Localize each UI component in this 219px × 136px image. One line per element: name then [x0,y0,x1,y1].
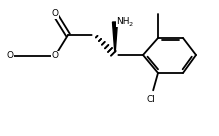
Text: NH: NH [116,18,129,27]
Text: 2: 2 [128,21,132,27]
Text: Cl: Cl [147,95,155,103]
Polygon shape [113,22,118,55]
Text: O: O [51,52,58,61]
Text: O: O [51,10,58,18]
Text: O: O [7,52,14,61]
